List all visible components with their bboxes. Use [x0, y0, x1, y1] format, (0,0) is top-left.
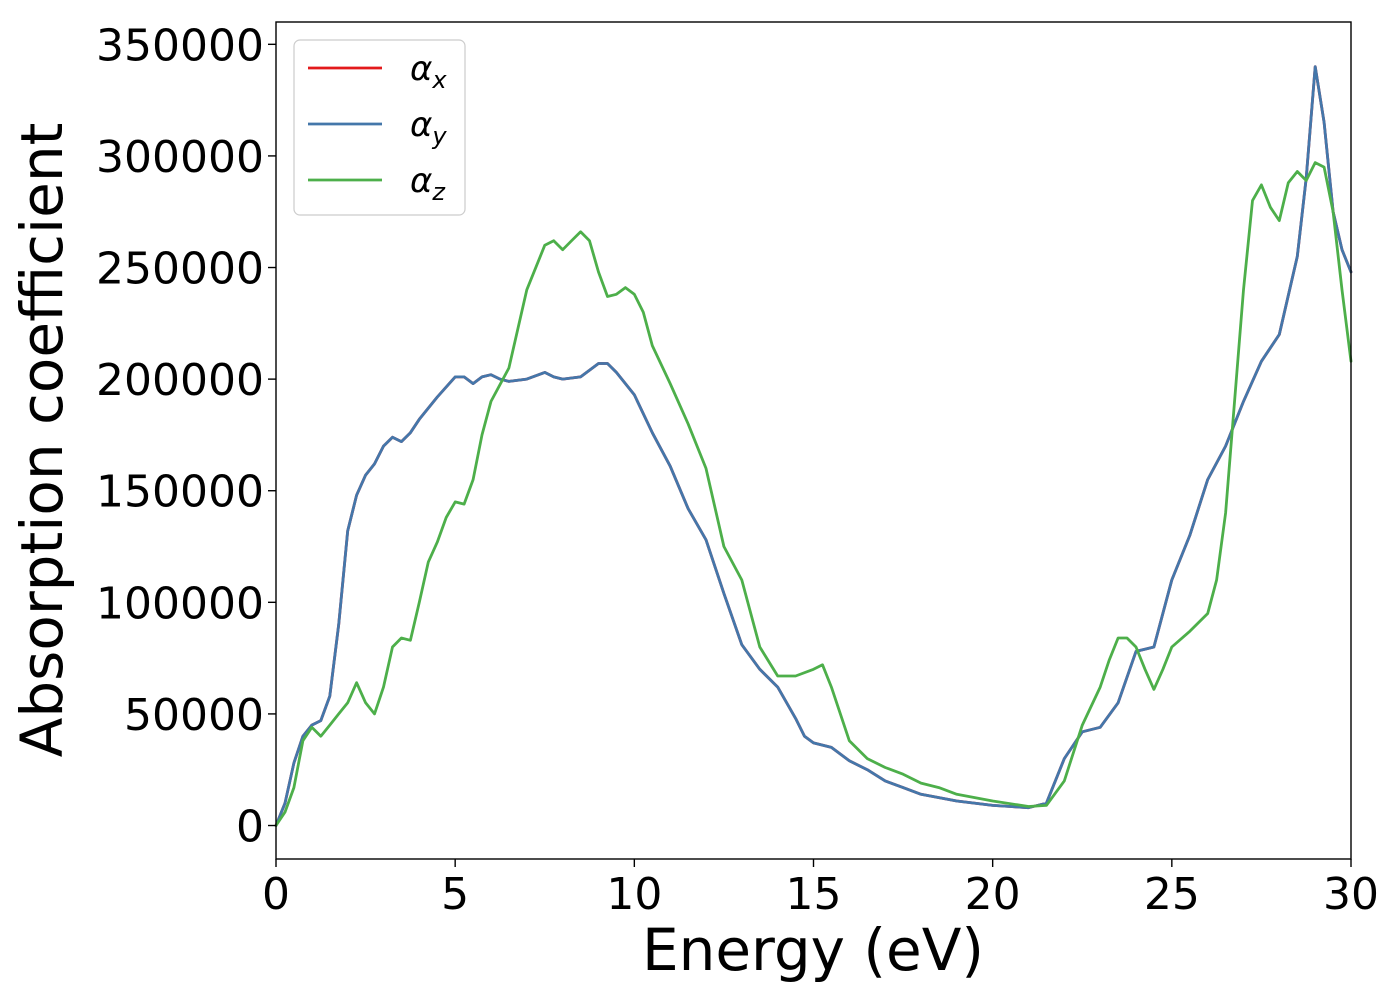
series-line-z	[274, 161, 1353, 827]
y-tick-label: 50000	[124, 690, 264, 741]
y-tick-label: 200000	[96, 355, 264, 406]
y-tick-label: 250000	[96, 244, 264, 295]
x-tick-label: 5	[441, 869, 469, 920]
y-tick-label: 100000	[96, 578, 264, 629]
x-tick-label: 25	[1144, 869, 1200, 920]
x-axis-ticks: 0 5 10 15 20 25 30	[262, 859, 1379, 920]
y-tick-label: 350000	[96, 20, 264, 71]
x-tick-label: 20	[965, 869, 1021, 920]
legend-label-y: αy	[410, 105, 447, 150]
legend: αx αy αz	[293, 39, 466, 216]
y-tick-label: 300000	[96, 132, 264, 183]
x-tick-label: 15	[786, 869, 842, 920]
y-tick-label: 150000	[96, 467, 264, 518]
legend-label-z: αz	[410, 161, 446, 206]
y-tick-label: 0	[236, 802, 264, 853]
x-tick-label: 30	[1323, 869, 1379, 920]
x-tick-label: 10	[606, 869, 662, 920]
series-line-y	[274, 65, 1353, 827]
x-axis-label: Energy (eV)	[642, 916, 984, 984]
legend-label-x: αx	[410, 49, 447, 94]
series-layer	[274, 65, 1353, 827]
y-axis-label: Absorption coefficient	[8, 123, 76, 758]
y-axis-ticks: 0 50000 100000 150000 200000 250000 300000 3500…	[96, 20, 276, 853]
legend-box	[293, 39, 466, 216]
x-tick-label: 0	[262, 869, 290, 920]
